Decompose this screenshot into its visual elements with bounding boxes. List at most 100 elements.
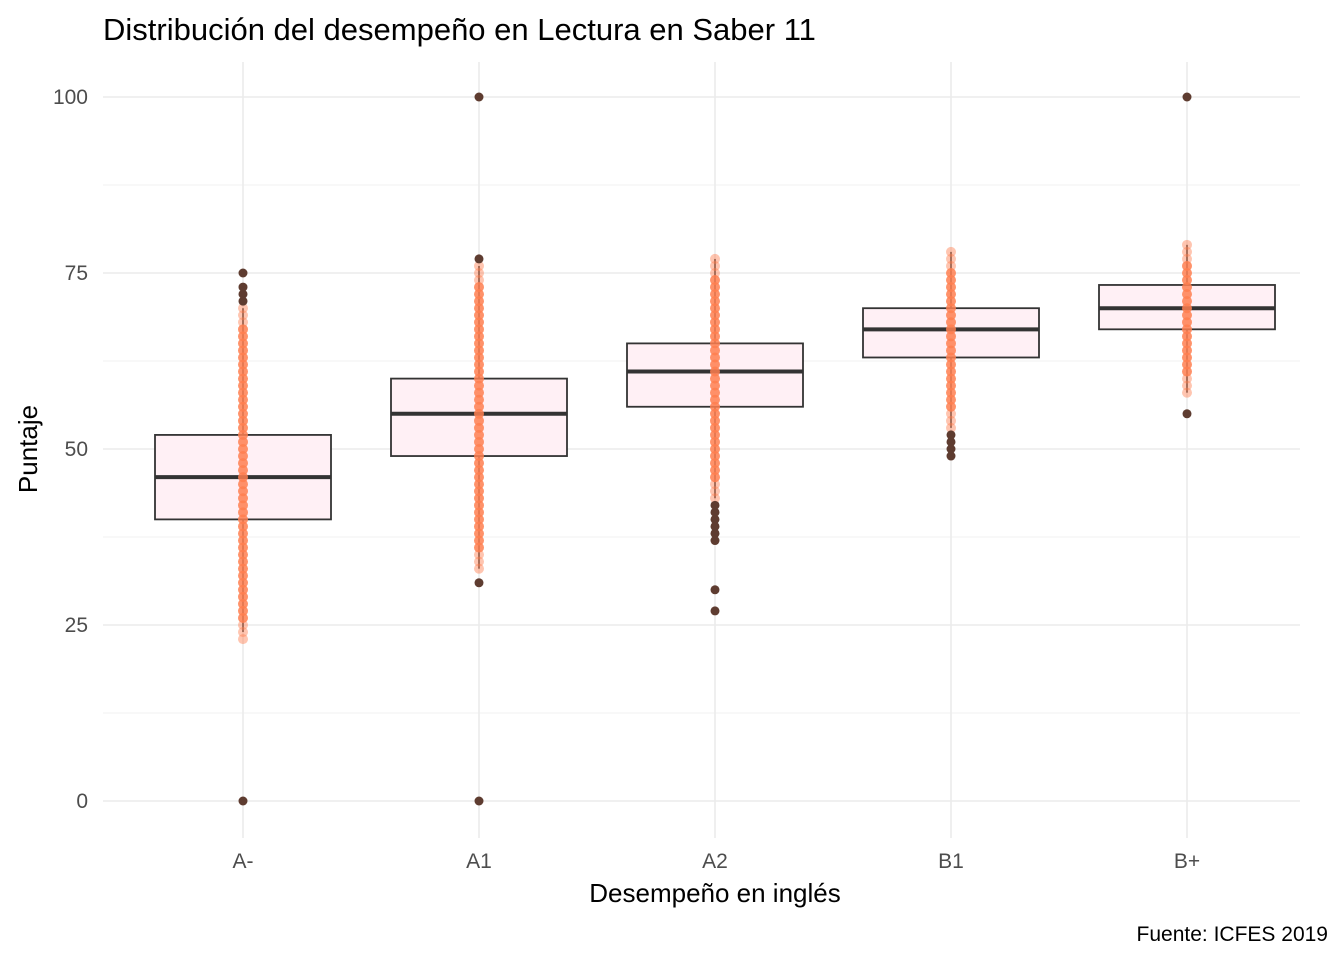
data-point xyxy=(238,394,248,405)
data-point xyxy=(474,528,484,539)
data-point xyxy=(1182,345,1192,356)
outlier-point xyxy=(710,606,720,616)
data-point xyxy=(710,282,720,293)
outlier-point xyxy=(710,500,720,510)
data-point xyxy=(238,535,248,546)
data-point xyxy=(1182,275,1192,286)
data-point xyxy=(1182,282,1192,293)
data-point xyxy=(474,387,484,398)
outlier-point xyxy=(710,528,720,538)
x-tick-label: B1 xyxy=(938,850,964,873)
data-point xyxy=(238,436,248,447)
data-point xyxy=(474,275,484,286)
data-point xyxy=(946,260,956,271)
data-point xyxy=(710,408,720,419)
data-point xyxy=(946,366,956,377)
data-point xyxy=(1182,338,1192,349)
data-point xyxy=(474,359,484,370)
data-point xyxy=(710,415,720,426)
data-point xyxy=(710,422,720,433)
data-point xyxy=(710,394,720,405)
data-point xyxy=(238,528,248,539)
data-point xyxy=(238,563,248,574)
outlier-point xyxy=(474,796,484,806)
data-point xyxy=(946,303,956,314)
data-point xyxy=(238,429,248,440)
data-point xyxy=(710,352,720,363)
data-point xyxy=(710,486,720,497)
data-point xyxy=(238,486,248,497)
x-axis-label: Desempeño en inglés xyxy=(589,878,841,908)
data-point xyxy=(238,317,248,328)
marks xyxy=(154,92,1276,806)
outlier-point xyxy=(946,444,956,454)
outlier-point xyxy=(238,289,248,299)
data-point xyxy=(1182,260,1192,271)
data-point xyxy=(238,345,248,356)
data-point xyxy=(946,352,956,363)
data-point xyxy=(474,289,484,300)
data-point xyxy=(474,500,484,511)
data-point xyxy=(474,479,484,490)
data-point xyxy=(710,338,720,349)
data-point xyxy=(1182,352,1192,363)
data-point xyxy=(1182,373,1192,384)
data-point xyxy=(1182,296,1192,307)
data-point xyxy=(710,296,720,307)
data-point xyxy=(238,612,248,623)
outlier-point xyxy=(238,796,248,806)
data-point xyxy=(474,451,484,462)
data-point xyxy=(1182,380,1192,391)
x-tick-label: A2 xyxy=(702,850,728,873)
data-point xyxy=(238,634,248,645)
data-point xyxy=(474,472,484,483)
data-point xyxy=(238,500,248,511)
data-point xyxy=(474,542,484,553)
data-point xyxy=(474,444,484,454)
data-point xyxy=(238,507,248,518)
data-point xyxy=(710,331,720,342)
data-point xyxy=(1182,359,1192,370)
caption: Fuente: ICFES 2019 xyxy=(1137,923,1328,946)
y-tick-label: 100 xyxy=(53,86,88,109)
data-point xyxy=(238,549,248,560)
data-point xyxy=(238,542,248,553)
y-tick-label: 50 xyxy=(65,438,88,461)
data-point xyxy=(474,556,484,567)
data-point xyxy=(710,401,720,412)
data-point xyxy=(946,359,956,370)
data-point xyxy=(238,338,248,349)
data-point xyxy=(238,493,248,504)
data-point xyxy=(474,268,484,278)
data-point xyxy=(710,458,720,469)
data-point xyxy=(474,408,484,419)
outlier-point xyxy=(710,536,720,546)
data-point xyxy=(474,282,484,293)
data-point xyxy=(710,275,720,286)
data-point xyxy=(474,394,484,405)
data-point xyxy=(474,535,484,546)
data-point xyxy=(710,303,720,314)
data-point xyxy=(710,436,720,447)
data-point xyxy=(474,310,484,321)
data-point xyxy=(710,387,720,398)
data-point xyxy=(474,260,484,271)
data-point xyxy=(946,282,956,293)
outlier-point xyxy=(238,296,248,306)
data-point xyxy=(710,324,720,335)
data-point xyxy=(946,268,956,278)
data-point xyxy=(474,415,484,426)
data-point xyxy=(710,493,720,504)
y-axis-label: Puntaje xyxy=(13,405,43,493)
x-tick-label: B+ xyxy=(1174,850,1200,873)
data-point xyxy=(710,429,720,440)
data-point xyxy=(1182,303,1192,314)
data-point xyxy=(946,380,956,391)
data-point xyxy=(238,387,248,398)
data-point xyxy=(946,324,956,335)
data-point xyxy=(238,627,248,638)
data-point xyxy=(946,394,956,405)
data-point xyxy=(1182,246,1192,257)
data-point xyxy=(710,310,720,321)
data-point xyxy=(946,345,956,356)
